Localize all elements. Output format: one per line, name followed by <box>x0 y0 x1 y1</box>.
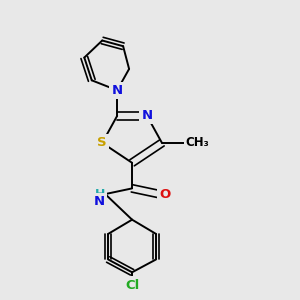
Text: N: N <box>142 110 153 122</box>
Text: N: N <box>112 84 123 97</box>
Text: CH₃: CH₃ <box>186 136 210 149</box>
Text: N: N <box>94 195 105 208</box>
Text: Cl: Cl <box>125 279 139 292</box>
Text: O: O <box>159 188 170 201</box>
Text: S: S <box>98 136 107 149</box>
Text: H: H <box>95 188 105 201</box>
